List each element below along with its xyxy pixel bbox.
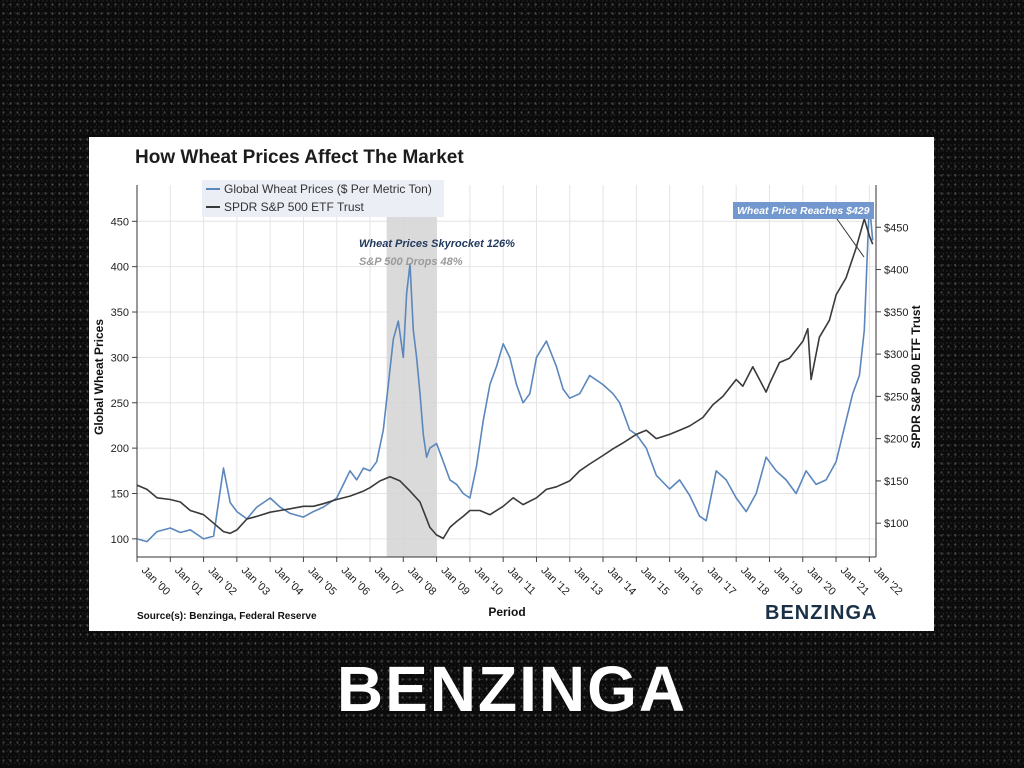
y-right-tick-label: $450 [884,222,908,234]
y-left-tick-label: 300 [111,352,129,364]
y-left-tick-label: 400 [111,262,129,274]
x-tick-label: Jan '03 [239,565,272,598]
x-tick-label: Jan '10 [472,565,505,598]
y-right-tick-label: $100 [884,518,908,530]
x-tick-label: Jan '08 [405,565,438,598]
x-tick-label: Jan '04 [272,565,305,598]
x-tick-label: Jan '00 [139,565,172,598]
chart-card: How Wheat Prices Affect The Market Jan '… [89,137,934,631]
y-right-tick-label: $300 [884,349,908,361]
annotation-skyrocket: Wheat Prices Skyrocket 126% [359,238,515,250]
x-tick-label: Jan '12 [538,565,571,598]
callout-arrow [836,218,865,258]
x-tick-label: Jan '02 [205,565,238,598]
series-line-wheat [136,202,874,543]
series-line-spy [136,218,874,540]
chart-brand-logo: BENZINGA [765,602,878,624]
chart-title: How Wheat Prices Affect The Market [135,147,464,168]
x-tick-label: Jan '21 [838,565,871,598]
y-left-tick-label: 450 [111,216,129,228]
legend-box [202,180,444,217]
x-tick-label: Jan '06 [339,565,372,598]
x-axis-title: Period [488,605,525,619]
x-tick-label: Jan '18 [738,565,771,598]
y-axis-right-title: SPDR S&P 500 ETF Trust [909,305,923,448]
x-tick-label: Jan '07 [372,565,405,598]
legend-label-spy: SPDR S&P 500 ETF Trust [224,200,364,214]
x-tick-label: Jan '11 [505,565,538,598]
y-right-tick-label: $150 [884,476,908,488]
x-tick-label: Jan '22 [871,565,904,598]
x-tick-label: Jan '17 [705,565,738,598]
x-tick-label: Jan '13 [572,565,605,598]
y-right-tick-label: $400 [884,265,908,277]
legend-label-wheat: Global Wheat Prices ($ Per Metric Ton) [224,182,432,196]
x-tick-label: Jan '14 [605,565,638,598]
recession-shade [386,185,437,557]
x-tick-label: Jan '15 [638,565,671,598]
x-tick-label: Jan '09 [438,565,471,598]
y-right-tick-label: $250 [884,391,908,403]
y-left-tick-label: 150 [111,488,129,500]
y-axis-left-title: Global Wheat Prices [92,319,106,435]
legend: Global Wheat Prices ($ Per Metric Ton) S… [202,180,444,217]
x-tick-label: Jan '19 [771,565,804,598]
y-left-tick-label: 250 [111,398,129,410]
callout: Wheat Price Reaches $429 [733,202,874,258]
annotation-drops: S&P 500 Drops 48% [359,256,463,268]
series-lines [136,202,874,543]
y-left-tick-label: 100 [111,534,129,546]
callout-box [733,202,874,219]
x-tick-label: Jan '20 [805,565,838,598]
x-tick-label: Jan '01 [172,565,205,598]
y-right-tick-label: $350 [884,307,908,319]
line-chart: Jan '00 Jan '01 Jan '02 Jan '03 Jan '04 Jan '… [92,180,923,619]
y-right-tick-label: $200 [884,434,908,446]
x-tick-label: Jan '16 [671,565,704,598]
source-note: Source(s): Benzinga, Federal Reserve [137,611,317,622]
benzinga-logo: BENZINGA [336,653,688,725]
x-tick-label: Jan '05 [305,565,338,598]
y-left-tick-label: 350 [111,307,129,319]
callout-text: Wheat Price Reaches $429 [737,205,870,217]
y-left-tick-label: 200 [111,443,129,455]
